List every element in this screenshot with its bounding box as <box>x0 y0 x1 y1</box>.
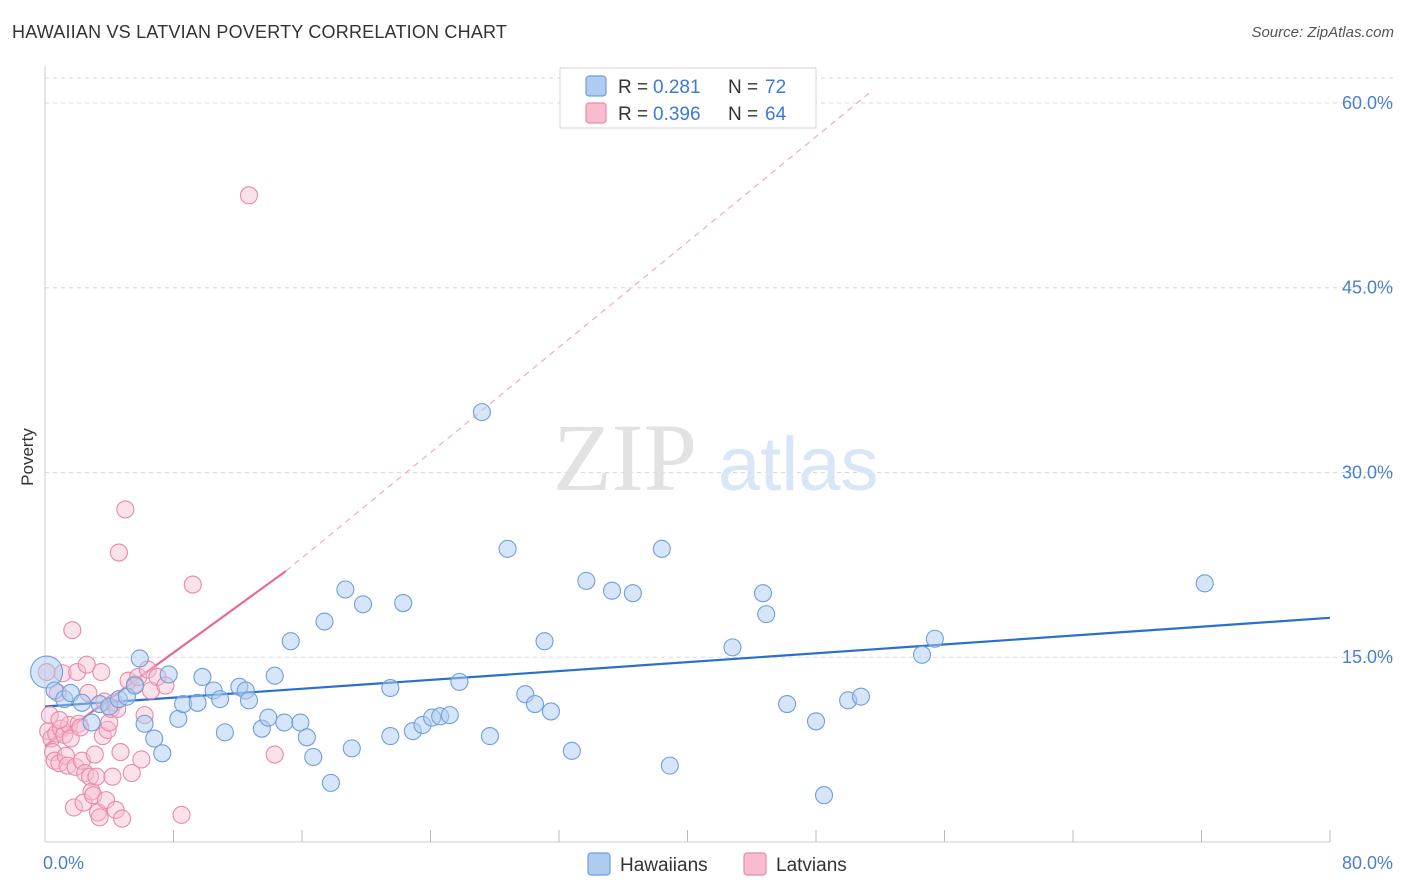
latvian-point-31 <box>88 768 105 785</box>
hawaiian-point-13 <box>146 730 163 747</box>
x-tick-labels: 0.0% 80.0% <box>43 853 1393 873</box>
latvian-point-16 <box>64 622 81 639</box>
legend-r-value-1: 0.396 <box>653 104 701 125</box>
hawaiian-point-46 <box>441 707 458 724</box>
hawaiian-point-29 <box>276 714 293 731</box>
hawaiian-point-68 <box>852 688 869 705</box>
hawaiian-point-5 <box>83 714 100 731</box>
bottom-legend-latvians: Latvians <box>776 855 847 876</box>
latvian-point-59 <box>173 806 190 823</box>
legend-r-label-0: R = <box>618 77 648 98</box>
hawaiian-point-64 <box>779 696 796 713</box>
hawaiian-point-66 <box>816 787 833 804</box>
x-tick-label-0: 0.0% <box>43 853 84 873</box>
hawaiian-point-55 <box>563 742 580 759</box>
legend-swatch-hawaiians <box>586 76 606 96</box>
legend-n-label-1: N = <box>728 104 758 125</box>
hawaiian-point-63 <box>758 606 775 623</box>
hawaiian-point-41 <box>395 595 412 612</box>
hawaiian-point-35 <box>322 774 339 791</box>
bottom-legend-hawaiians: Hawaiians <box>620 855 708 876</box>
hawaiian-point-38 <box>355 596 372 613</box>
grid-lines <box>45 78 1393 657</box>
hawaiian-point-60 <box>661 757 678 774</box>
scatter-chart: ZIP atlas 15.0% 30.0% 45.0% 60.0% 0.0% 80.0%… <box>0 0 1406 892</box>
hawaiian-point-65 <box>808 713 825 730</box>
latvian-point-41 <box>104 768 121 785</box>
latvian-point-46 <box>112 744 129 761</box>
watermark: ZIP atlas <box>553 404 879 511</box>
latvian-point-62 <box>266 746 283 763</box>
hawaiian-point-14 <box>154 745 171 762</box>
y-axis-label: Poverty <box>18 428 37 486</box>
hawaiian-point-25 <box>240 692 257 709</box>
y-tick-labels: 15.0% 30.0% 45.0% 60.0% <box>1342 93 1393 667</box>
latvian-point-63 <box>51 712 68 729</box>
hawaiian-point-4 <box>73 694 90 711</box>
hawaiian-point-27 <box>260 709 277 726</box>
latvian-point-34 <box>93 664 110 681</box>
hawaiian-point-47 <box>451 673 468 690</box>
hawaiian-point-62 <box>754 585 771 602</box>
hawaiian-point-70 <box>926 630 943 647</box>
latvian-point-61 <box>240 187 257 204</box>
latvian-point-48 <box>117 501 134 518</box>
bottom-legend: Hawaiians Latvians <box>588 853 847 876</box>
watermark-atlas: atlas <box>718 422 879 507</box>
hawaiian-point-22 <box>216 724 233 741</box>
legend-r-value-0: 0.281 <box>653 77 701 98</box>
hawaiian-point-49 <box>481 728 498 745</box>
hawaiian-point-59 <box>653 540 670 557</box>
latvian-point-53 <box>133 751 150 768</box>
hawaiian-point-39 <box>382 680 399 697</box>
hawaiian-point-12 <box>136 715 153 732</box>
hawaiian-point-19 <box>194 668 211 685</box>
hawaiian-point-56 <box>578 572 595 589</box>
watermark-zip: ZIP <box>553 404 697 511</box>
x-tick-label-1: 80.0% <box>1342 853 1393 873</box>
hawaiian-point-69 <box>914 646 931 663</box>
legend-r-label-1: R = <box>618 104 648 125</box>
legend-swatch-latvians <box>586 103 606 123</box>
hawaiian-point-40 <box>382 728 399 745</box>
hawaiian-point-30 <box>282 633 299 650</box>
hawaiian-point-58 <box>624 585 641 602</box>
hawaiian-point-18 <box>189 694 206 711</box>
hawaiian-point-11 <box>131 650 148 667</box>
latvian-point-47 <box>114 810 131 827</box>
legend-box: R = 0.281 N = 72 R = 0.396 N = 64 <box>560 68 816 128</box>
bottom-legend-swatch-latvians <box>744 853 766 875</box>
y-tick-label-3: 60.0% <box>1342 93 1393 113</box>
hawaiian-point-52 <box>526 696 543 713</box>
legend-n-value-1: 64 <box>765 104 787 125</box>
hawaiian-point-57 <box>604 582 621 599</box>
latvian-points <box>38 187 283 827</box>
hawaiian-point-36 <box>337 581 354 598</box>
y-tick-label-1: 30.0% <box>1342 462 1393 482</box>
latvian-point-45 <box>110 544 127 561</box>
hawaiian-point-33 <box>305 749 322 766</box>
y-tick-label-0: 15.0% <box>1342 647 1393 667</box>
latvian-point-30 <box>86 746 103 763</box>
hawaiian-point-32 <box>298 729 315 746</box>
hawaiian-point-37 <box>343 740 360 757</box>
hawaiian-point-48 <box>473 404 490 421</box>
hawaiian-point-21 <box>212 691 229 708</box>
hawaiian-point-28 <box>266 667 283 684</box>
hawaiian-point-10 <box>126 677 143 694</box>
latvian-point-33 <box>91 809 108 826</box>
hawaiian-point-34 <box>316 613 333 630</box>
hawaiian-point-50 <box>499 540 516 557</box>
hawaiian-point-61 <box>724 639 741 656</box>
hawaiian-point-53 <box>536 633 553 650</box>
hawaiian-point-71 <box>1196 575 1213 592</box>
legend-n-value-0: 72 <box>765 77 786 98</box>
hawaiian-point-54 <box>542 703 559 720</box>
y-tick-label-2: 45.0% <box>1342 278 1393 298</box>
latvian-point-60 <box>184 576 201 593</box>
legend-n-label-0: N = <box>728 77 758 98</box>
hawaiian-point-15 <box>160 666 177 683</box>
bottom-legend-swatch-hawaiians <box>588 853 610 875</box>
